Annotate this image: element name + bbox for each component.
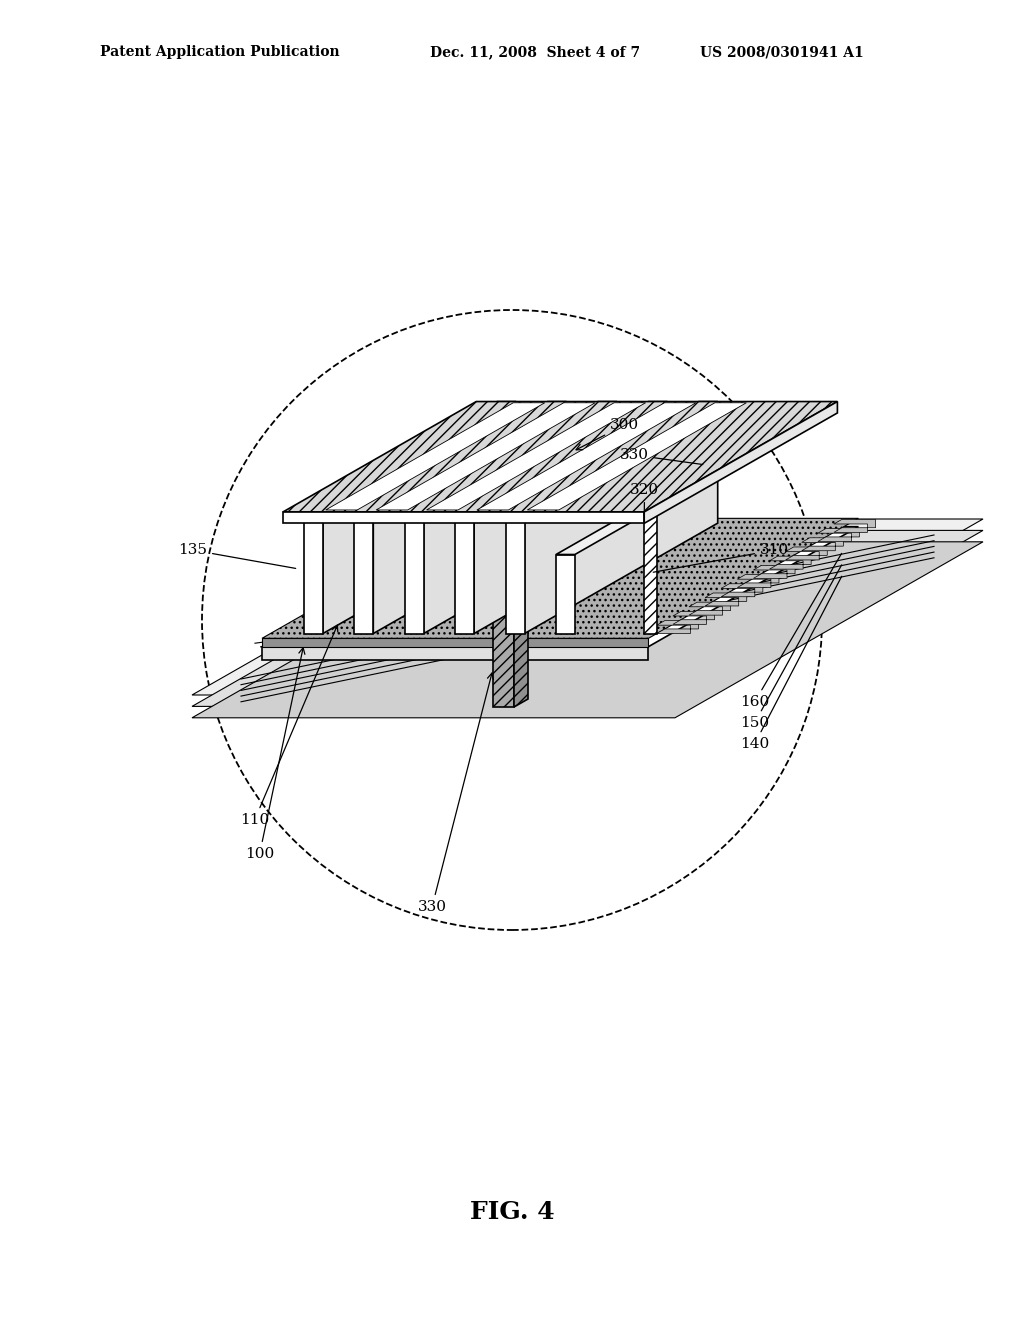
Polygon shape — [193, 519, 983, 696]
Polygon shape — [556, 554, 574, 634]
Text: 330: 330 — [418, 673, 494, 913]
Polygon shape — [721, 583, 763, 597]
Polygon shape — [262, 527, 858, 647]
Polygon shape — [193, 541, 983, 718]
Text: US 2008/0301941 A1: US 2008/0301941 A1 — [700, 45, 864, 59]
Polygon shape — [374, 401, 566, 634]
Polygon shape — [262, 647, 648, 660]
Polygon shape — [514, 605, 528, 708]
Text: 135: 135 — [178, 543, 296, 569]
Polygon shape — [706, 593, 746, 606]
Text: 160: 160 — [740, 553, 842, 709]
Polygon shape — [493, 612, 514, 708]
Polygon shape — [326, 403, 545, 510]
Polygon shape — [769, 556, 811, 569]
Polygon shape — [354, 512, 374, 634]
Polygon shape — [376, 403, 595, 510]
Polygon shape — [506, 401, 718, 512]
Text: FIG. 4: FIG. 4 — [470, 1200, 554, 1224]
Polygon shape — [477, 403, 696, 510]
Polygon shape — [354, 401, 566, 512]
Text: Patent Application Publication: Patent Application Publication — [100, 45, 340, 59]
Polygon shape — [323, 401, 516, 634]
Polygon shape — [785, 546, 827, 560]
Polygon shape — [456, 401, 668, 512]
Polygon shape — [656, 620, 698, 634]
Polygon shape — [673, 611, 715, 624]
Text: Dec. 11, 2008  Sheet 4 of 7: Dec. 11, 2008 Sheet 4 of 7 — [430, 45, 640, 59]
Text: 330: 330 — [620, 447, 702, 465]
Polygon shape — [283, 401, 838, 512]
Polygon shape — [193, 531, 983, 706]
Polygon shape — [262, 639, 648, 647]
Polygon shape — [527, 403, 746, 510]
Polygon shape — [644, 512, 656, 634]
Polygon shape — [262, 519, 858, 639]
Text: 320: 320 — [630, 483, 659, 515]
Polygon shape — [644, 401, 838, 523]
Text: 150: 150 — [740, 565, 842, 730]
Text: 100: 100 — [245, 648, 305, 861]
Polygon shape — [283, 512, 644, 523]
Text: 310: 310 — [653, 543, 790, 573]
Polygon shape — [424, 401, 616, 634]
Polygon shape — [404, 401, 616, 512]
Text: 140: 140 — [740, 577, 842, 751]
Polygon shape — [506, 512, 524, 634]
Polygon shape — [427, 403, 645, 510]
Polygon shape — [524, 401, 718, 634]
Polygon shape — [474, 401, 668, 634]
Polygon shape — [556, 444, 768, 554]
Polygon shape — [802, 537, 844, 550]
Text: 300: 300 — [577, 418, 639, 450]
Polygon shape — [304, 401, 516, 512]
Polygon shape — [737, 574, 779, 587]
Polygon shape — [304, 512, 323, 634]
Polygon shape — [689, 602, 731, 615]
Polygon shape — [818, 528, 859, 541]
Polygon shape — [404, 512, 424, 634]
Polygon shape — [456, 512, 474, 634]
Polygon shape — [834, 519, 876, 532]
Polygon shape — [754, 565, 795, 578]
Text: 110: 110 — [240, 626, 338, 828]
